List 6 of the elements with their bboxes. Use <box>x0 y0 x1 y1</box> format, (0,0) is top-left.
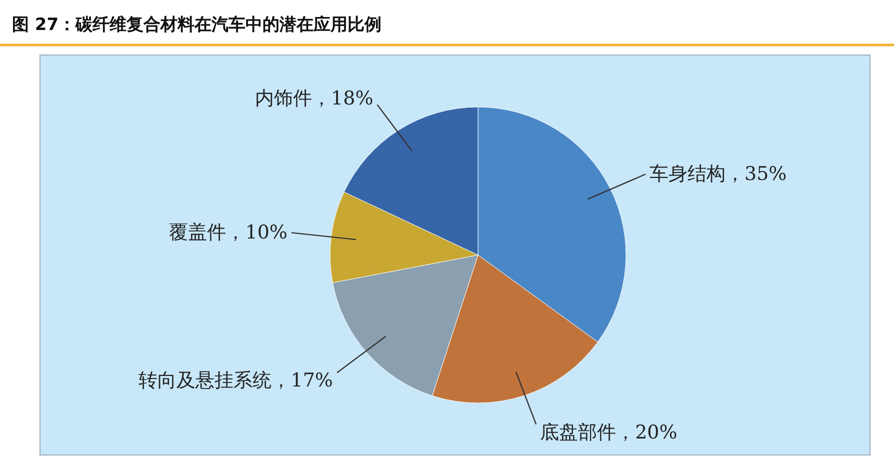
slice-label: 车身结构，35% <box>650 163 787 186</box>
slice-label: 底盘部件，20% <box>540 421 678 444</box>
slice-label: 内饰件，18% <box>255 88 374 110</box>
slice-label: 转向及悬挂系统，17% <box>138 370 333 392</box>
slice-label: 覆盖件，10% <box>169 222 288 244</box>
chart-title: 图 27：碳纤维复合材料在汽车中的潜在应用比例 <box>12 15 382 35</box>
